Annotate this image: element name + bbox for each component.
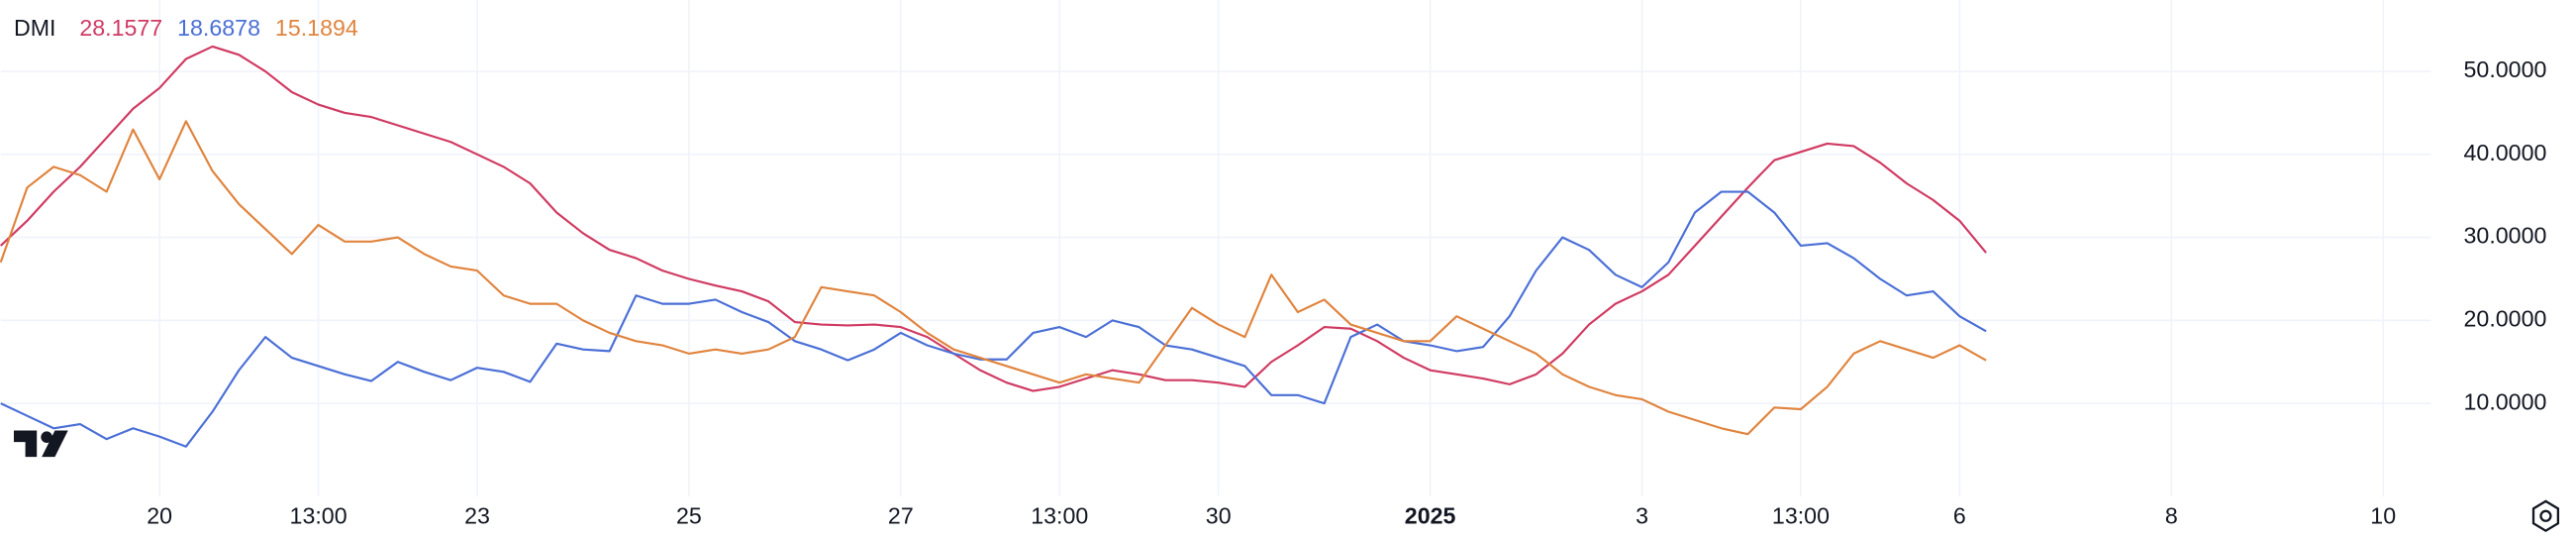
x-tick-label: 20 — [147, 503, 172, 529]
y-tick-label: 20.0000 — [2464, 306, 2547, 332]
tv-logo — [13, 430, 68, 458]
x-tick-label: 10 — [2370, 503, 2396, 529]
y-tick-label: 30.0000 — [2464, 223, 2547, 249]
x-tick-label: 3 — [1635, 503, 1648, 529]
chart-title: DMI — [14, 15, 56, 41]
legend-value: 18.6878 — [177, 15, 260, 41]
series-line — [0, 120, 1987, 436]
x-tick-label: 8 — [2165, 503, 2178, 529]
series-line — [0, 45, 1987, 392]
y-tick-label: 10.0000 — [2464, 388, 2547, 414]
x-tick-label: 2025 — [1405, 503, 1456, 529]
x-tick-label: 13:00 — [1031, 503, 1088, 529]
x-tick-label: 13:00 — [1772, 503, 1830, 529]
y-tick-label: 40.0000 — [2464, 140, 2547, 165]
legend-value: 28.1577 — [79, 15, 162, 41]
legend-value: 15.1894 — [275, 15, 358, 41]
x-tick-label: 25 — [676, 503, 702, 529]
x-tick-label: 6 — [1953, 503, 1966, 529]
y-tick-label: 50.0000 — [2464, 56, 2547, 82]
x-tick-label: 30 — [1206, 503, 1232, 529]
series-line — [0, 190, 1987, 448]
x-tick-label: 23 — [464, 503, 490, 529]
settings-icon[interactable] — [2531, 499, 2560, 533]
x-tick-label: 27 — [888, 503, 914, 529]
x-tick-label: 13:00 — [290, 503, 347, 529]
